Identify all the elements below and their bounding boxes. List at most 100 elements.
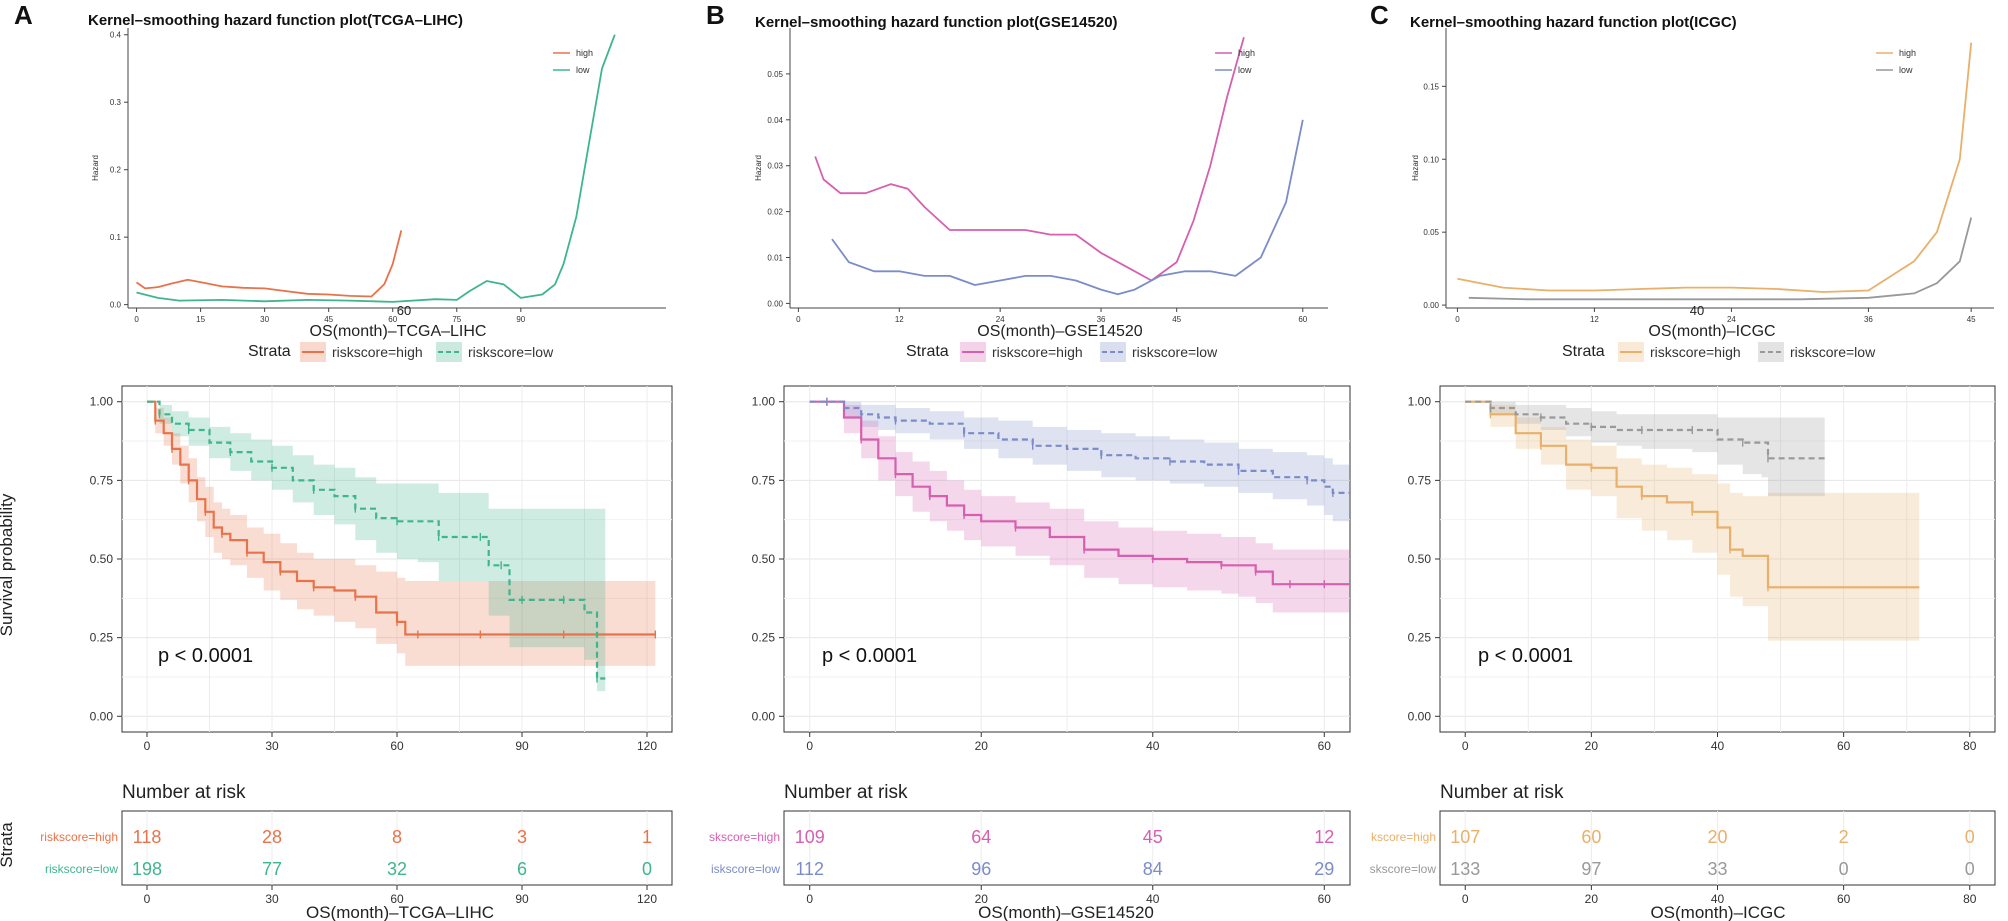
hazard-y-tick-label: 0.05 bbox=[767, 70, 783, 79]
risk-count: 112 bbox=[795, 859, 824, 879]
risk-count: 6 bbox=[517, 859, 527, 879]
hazard-xlabel: OS(month)–TCGA–LIHC bbox=[310, 323, 487, 340]
risk-row-label: kscore=high bbox=[1371, 830, 1436, 844]
hazard-legend-high: high bbox=[1238, 48, 1255, 58]
km-x-tick-label: 20 bbox=[975, 739, 989, 753]
survival-probability-ylabel: Survival probability bbox=[0, 493, 16, 636]
km-x-tick-label: 60 bbox=[1837, 739, 1851, 753]
km-x-tick-label: 60 bbox=[1318, 739, 1332, 753]
panel-c-hazard-title: Kernel–smoothing hazard function plot(IC… bbox=[1410, 14, 1737, 31]
risk-count: 29 bbox=[1314, 859, 1334, 879]
risk-count: 97 bbox=[1581, 859, 1601, 879]
hazard-y-tick-label: 0.4 bbox=[110, 31, 122, 40]
km-y-tick-label: 0.25 bbox=[752, 631, 776, 645]
risk-count: 118 bbox=[133, 827, 162, 847]
hazard-x-tick-label: 15 bbox=[196, 315, 205, 324]
km-curve-riskscore=low bbox=[809, 400, 1350, 494]
km-y-tick-label: 1.00 bbox=[752, 395, 776, 409]
panel-b-hazard-plot: 0 12 24 36 45 60 0.00 0.01 0.02 0.03 0.04 0.05 bbox=[767, 28, 1328, 324]
panel-c: C Kernel–smoothing hazard function plot(… bbox=[1370, 0, 1996, 921]
risk-count: 0 bbox=[642, 859, 652, 879]
hazard-x-tick-label: 45 bbox=[1967, 315, 1976, 324]
hazard-y-tick-label: 0.01 bbox=[767, 254, 783, 263]
km-x-tick-label: 0 bbox=[144, 739, 151, 753]
risk-x-tick-label: 120 bbox=[637, 892, 657, 906]
risk-row-label: riskscore=high bbox=[40, 830, 118, 844]
hazard-x-tick-label: 36 bbox=[1097, 315, 1106, 324]
panel-b-hazard-title: Kernel–smoothing hazard function plot(GS… bbox=[755, 14, 1118, 31]
risk-count: 77 bbox=[262, 859, 282, 879]
panel-c-hazard-plot: 0 12 24 36 45 0.00 0.05 0.10 0.15 bbox=[1423, 28, 1994, 324]
hazard-legend-low: low bbox=[1238, 65, 1252, 75]
risk-count: 0 bbox=[1965, 859, 1975, 879]
km-y-tick-label: 0.50 bbox=[752, 552, 776, 566]
risk-x-tick-label: 20 bbox=[1585, 892, 1599, 906]
hazard-x-tick-label: 36 bbox=[1864, 315, 1873, 324]
risk-count: 133 bbox=[1450, 859, 1480, 879]
risk-count: 1 bbox=[642, 827, 652, 847]
panel-a-hazard-title: Kernel–smoothing hazard function plot(TC… bbox=[88, 12, 463, 29]
risk-count: 3 bbox=[517, 827, 527, 847]
hazard-y-tick-label: 0.00 bbox=[1423, 301, 1439, 310]
km-x-tick-label: 0 bbox=[1462, 739, 1469, 753]
hazard-xlabel: OS(month)–GSE14520 bbox=[977, 323, 1143, 340]
hazard-y-tick-label: 0.10 bbox=[1423, 155, 1439, 164]
km-y-tick-label: 0.00 bbox=[752, 709, 776, 723]
km-x-tick-label: 40 bbox=[1711, 739, 1725, 753]
hazard-x-tick-label: 12 bbox=[895, 315, 904, 324]
risk-count: 28 bbox=[262, 827, 282, 847]
risk-count: 2 bbox=[1839, 827, 1849, 847]
risk-count: 107 bbox=[1450, 827, 1480, 847]
km-y-tick-label: 0.75 bbox=[90, 473, 114, 487]
km-y-tick-label: 0.50 bbox=[90, 552, 114, 566]
hazard-legend-high: high bbox=[576, 48, 593, 58]
hazard-line-low bbox=[1468, 217, 1973, 301]
risk-x-tick-label: 0 bbox=[806, 892, 813, 906]
risk-x-tick-label: 30 bbox=[265, 892, 279, 906]
hazard-extra-label: 60 bbox=[397, 303, 411, 318]
risk-row-label: riskscore=low bbox=[45, 862, 118, 876]
hazard-x-tick-label: 24 bbox=[996, 315, 1005, 324]
hazard-line-low bbox=[136, 34, 616, 303]
hazard-line-high bbox=[814, 36, 1245, 282]
km-y-tick-label: 0.00 bbox=[1408, 709, 1432, 723]
panel-c-letter: C bbox=[1370, 0, 1389, 30]
km-curve-riskscore=low bbox=[1465, 400, 1825, 460]
panel-a-legend-title: Strata bbox=[248, 343, 291, 360]
km-x-tick-label: 30 bbox=[265, 739, 279, 753]
risk-count: 0 bbox=[1965, 827, 1975, 847]
km-y-tick-label: 0.50 bbox=[1408, 552, 1432, 566]
km-y-tick-label: 0.75 bbox=[752, 473, 776, 487]
risk-count: 12 bbox=[1314, 827, 1334, 847]
hazard-y-tick-label: 0.3 bbox=[110, 98, 122, 107]
panel-c-legend-high: riskscore=high bbox=[1650, 344, 1741, 360]
km-y-tick-label: 0.00 bbox=[90, 709, 114, 723]
risk-x-tick-label: 0 bbox=[1462, 892, 1469, 906]
strata-side-label: Strata bbox=[0, 822, 16, 868]
panel-c-legend-low: riskscore=low bbox=[1790, 344, 1876, 360]
risk-x-tick-label: 60 bbox=[390, 892, 404, 906]
hazard-legend-low: low bbox=[1899, 65, 1913, 75]
km-ci-band-riskscore=low bbox=[809, 401, 1350, 522]
panel-a-risk-title: Number at risk bbox=[122, 782, 246, 803]
hazard-y-tick-label: 0.15 bbox=[1423, 82, 1439, 91]
risk-row-label: skscore=low bbox=[1370, 862, 1437, 876]
hazard-xlabel: OS(month)–ICGC bbox=[1648, 323, 1775, 340]
hazard-x-tick-label: 60 bbox=[388, 315, 397, 324]
km-curve-riskscore=high bbox=[147, 400, 656, 636]
risk-count: 109 bbox=[795, 827, 825, 847]
panel-b-risk-table: 0 20 40 60 skscore=high 109 64 45 12 iskscore=low… bbox=[709, 810, 1351, 906]
hazard-legend-low: low bbox=[576, 65, 590, 75]
panel-b-legend-title: Strata bbox=[906, 343, 949, 360]
hazard-y-tick-label: 0.05 bbox=[1423, 228, 1439, 237]
hazard-x-tick-label: 45 bbox=[1172, 315, 1181, 324]
km-y-tick-label: 0.75 bbox=[1408, 473, 1432, 487]
km-x-tick-label: 40 bbox=[1146, 739, 1160, 753]
km-y-tick-label: 1.00 bbox=[90, 395, 114, 409]
risk-count: 198 bbox=[132, 859, 162, 879]
hazard-y-tick-label: 0.1 bbox=[110, 233, 122, 242]
risk-row-label: iskscore=low bbox=[711, 862, 780, 876]
hazard-y-tick-label: 0.2 bbox=[110, 166, 122, 175]
hazard-x-tick-label: 75 bbox=[452, 315, 461, 324]
hazard-y-tick-label: 0.03 bbox=[767, 162, 783, 171]
